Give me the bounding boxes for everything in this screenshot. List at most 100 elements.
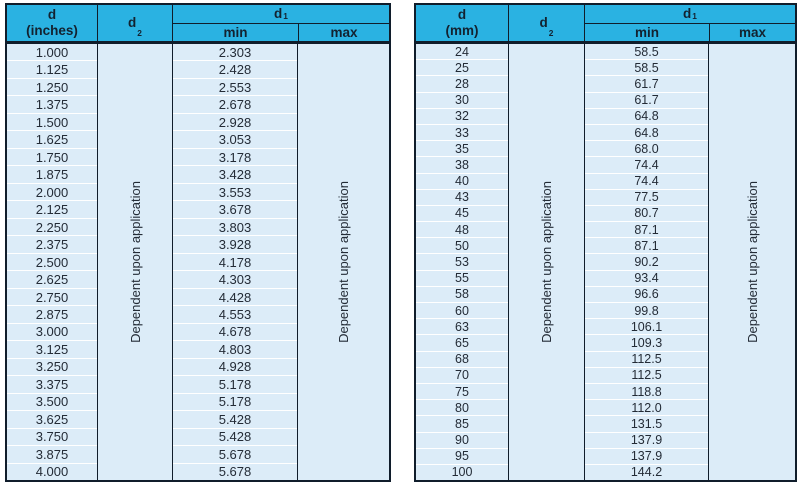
min-value-cell: 131.5 <box>585 415 708 431</box>
d-value-cell: 35 <box>416 140 508 156</box>
d1-subscript: 1 <box>692 10 697 21</box>
min-value-cell: 5.678 <box>173 445 297 462</box>
col-header-d-inches: d (inches) <box>7 5 97 41</box>
d-value-cell: 2.125 <box>7 200 97 217</box>
d-value-cell: 80 <box>416 399 508 415</box>
d-value-cell: 4.000 <box>7 462 97 480</box>
d-value-cell: 90 <box>416 431 508 448</box>
min-value-cell: 4.928 <box>173 357 297 375</box>
d-value-cell: 2.375 <box>7 235 97 252</box>
min-value-cell: 4.553 <box>173 305 297 322</box>
min-value-cell: 58.5 <box>634 44 659 59</box>
min-value-cell: 74.4 <box>585 156 708 172</box>
min-value-cell: 87.1 <box>585 221 708 237</box>
d-value-cell: 45 <box>416 204 508 221</box>
min-value-cell: 2.428 <box>173 60 297 77</box>
d-value-cell: 70 <box>416 366 508 383</box>
d-value-cell: 40 <box>416 172 508 189</box>
table-body-mm: 24 25 28 30 32 33 35 38 40 43 45 48 50 53 55 58 60 63 65 68… <box>416 44 795 480</box>
d-value-cell: 2.500 <box>7 252 97 270</box>
min-value-cell: 93.4 <box>585 269 708 286</box>
min-value-cell: 4.428 <box>173 287 297 305</box>
min-value-cell: 112.0 <box>585 399 708 415</box>
min-value-cell: 58.5 <box>585 59 708 75</box>
min-value-cell: 3.803 <box>173 217 297 235</box>
col-header-d-line2: (mm) <box>445 23 479 38</box>
d2-label: d <box>539 15 548 31</box>
d-value-cell: 30 <box>416 91 508 108</box>
min-value-cell: 3.178 <box>173 147 297 165</box>
d2-subscript: 2 <box>548 28 554 39</box>
min-column-inches: 2.303 2.428 2.553 2.678 2.928 3.053 3.178 3.428… <box>172 44 297 480</box>
min-value-cell: 137.9 <box>585 447 708 464</box>
min-value-cell: 4.803 <box>173 340 297 357</box>
min-value-cell: 112.5 <box>585 350 708 367</box>
d2-note-mm: Dependent upon application <box>539 181 554 343</box>
col-header-d-line1: d <box>47 7 57 23</box>
d-value-cell: 63 <box>416 318 508 334</box>
d-value-cell: 68 <box>416 350 508 367</box>
min-max-header-row-mm: min max <box>585 23 795 41</box>
d-value-cell: 38 <box>416 156 508 172</box>
d-value-cell: 58 <box>416 285 508 302</box>
min-value-cell: 77.5 <box>585 188 708 205</box>
min-value-cell: 3.053 <box>173 130 297 147</box>
col-header-max-inches: max <box>298 23 389 41</box>
min-max-header-row-inches: min max <box>173 23 389 41</box>
d-column-inches: 1.000 1.125 1.250 1.375 1.500 1.625 1.750 1.875… <box>7 44 97 480</box>
d-value-cell: 3.000 <box>7 322 97 340</box>
d2-label: d <box>128 15 137 31</box>
table-body-inches: 1.000 1.125 1.250 1.375 1.500 1.625 1.750 1.875… <box>7 44 389 480</box>
d-value-cell: 1.000 <box>35 44 69 60</box>
d-value-cell: 2.875 <box>7 305 97 322</box>
d-value-cell: 48 <box>416 221 508 237</box>
min-value-cell: 4.178 <box>173 252 297 270</box>
col-header-min-inches: min <box>223 24 248 40</box>
min-value-cell: 99.8 <box>585 302 708 318</box>
min-value-cell: 90.2 <box>585 253 708 269</box>
d-value-cell: 100 <box>416 463 508 480</box>
min-value-cell: 109.3 <box>585 334 708 350</box>
max-note-mm: Dependent upon application <box>744 181 760 343</box>
min-value-cell: 2.928 <box>173 112 297 130</box>
d-value-cell: 85 <box>416 415 508 431</box>
d-value-cell: 1.125 <box>7 60 97 77</box>
max-merged-cell-inches: Dependent upon application <box>297 44 389 480</box>
max-note-inches: Dependent upon application <box>336 181 351 343</box>
d-value-cell: 3.500 <box>7 392 97 410</box>
max-merged-cell-mm: Dependent upon application <box>708 44 795 480</box>
d-value-cell: 3.625 <box>7 410 97 427</box>
d-value-cell: 1.625 <box>7 130 97 147</box>
min-value-cell: 61.7 <box>585 75 708 91</box>
min-value-cell: 74.4 <box>585 172 708 189</box>
d-value-cell: 32 <box>416 107 508 124</box>
d-value-cell: 75 <box>416 382 508 399</box>
d-value-cell: 1.875 <box>7 165 97 182</box>
d-value-cell: 25 <box>416 59 508 75</box>
min-value-cell: 2.303 <box>218 44 252 60</box>
min-value-cell: 87.1 <box>585 237 708 253</box>
d-value-cell: 3.375 <box>7 375 97 392</box>
d-value-cell: 24 <box>455 44 469 59</box>
min-value-cell: 3.428 <box>173 165 297 182</box>
d-value-cell: 65 <box>416 334 508 350</box>
d-value-cell: 55 <box>416 269 508 286</box>
min-value-cell: 80.7 <box>585 204 708 221</box>
d-column-mm: 24 25 28 30 32 33 35 38 40 43 45 48 50 53 55 58 60 63 65 68… <box>416 44 508 480</box>
d-value-cell: 3.250 <box>7 357 97 375</box>
d-value-cell: 3.125 <box>7 340 97 357</box>
d-value-cell: 2.750 <box>7 287 97 305</box>
min-value-cell: 118.8 <box>585 382 708 399</box>
d-value-cell: 1.375 <box>7 95 97 112</box>
d1-label: d <box>274 6 283 22</box>
d2-merged-cell-mm: Dependent upon application <box>508 44 584 480</box>
d-value-cell: 3.750 <box>7 427 97 445</box>
